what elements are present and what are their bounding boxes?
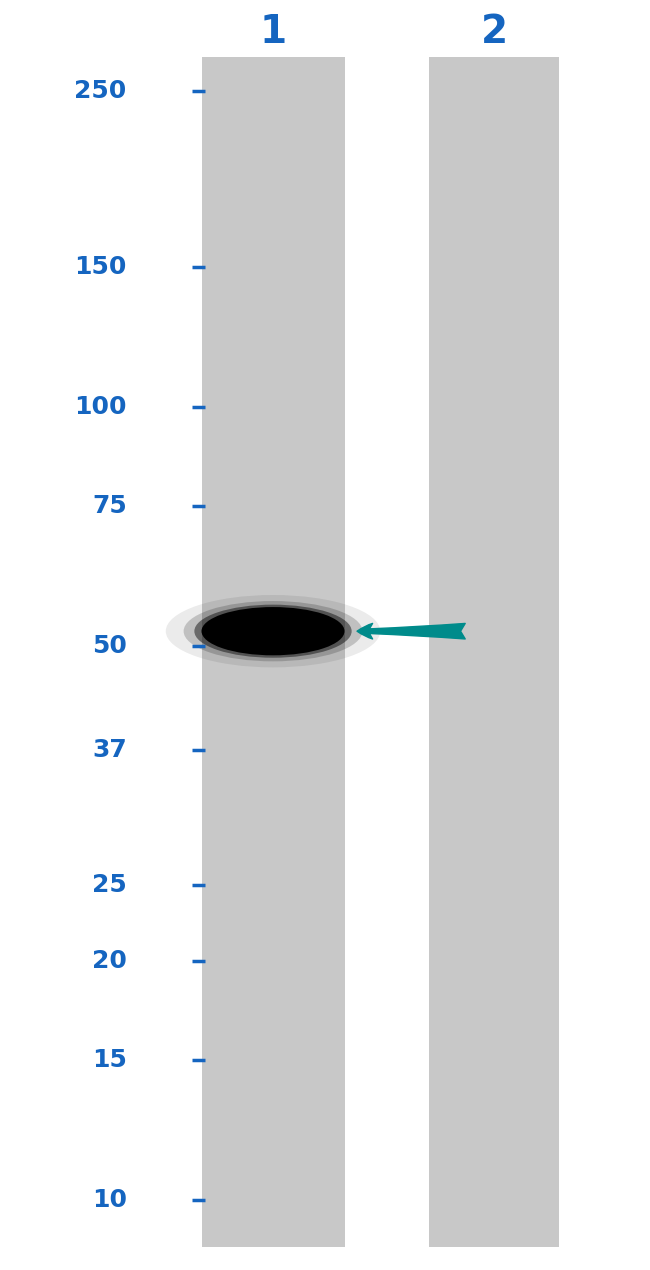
Text: 20: 20 [92,950,127,973]
Bar [202,57,344,1247]
Text: 15: 15 [92,1049,127,1072]
Ellipse shape [183,601,363,662]
Text: 150: 150 [74,255,127,279]
Ellipse shape [166,594,380,668]
Text: 25: 25 [92,872,127,897]
Ellipse shape [194,605,352,658]
Text: 37: 37 [92,738,127,762]
Text: 50: 50 [92,634,127,658]
Text: 10: 10 [92,1189,127,1212]
Text: 100: 100 [74,395,127,419]
Text: 250: 250 [75,80,127,103]
Text: 2: 2 [480,13,508,51]
Ellipse shape [202,607,344,655]
Bar [429,57,559,1247]
Text: 1: 1 [259,13,287,51]
Text: 75: 75 [92,494,127,518]
